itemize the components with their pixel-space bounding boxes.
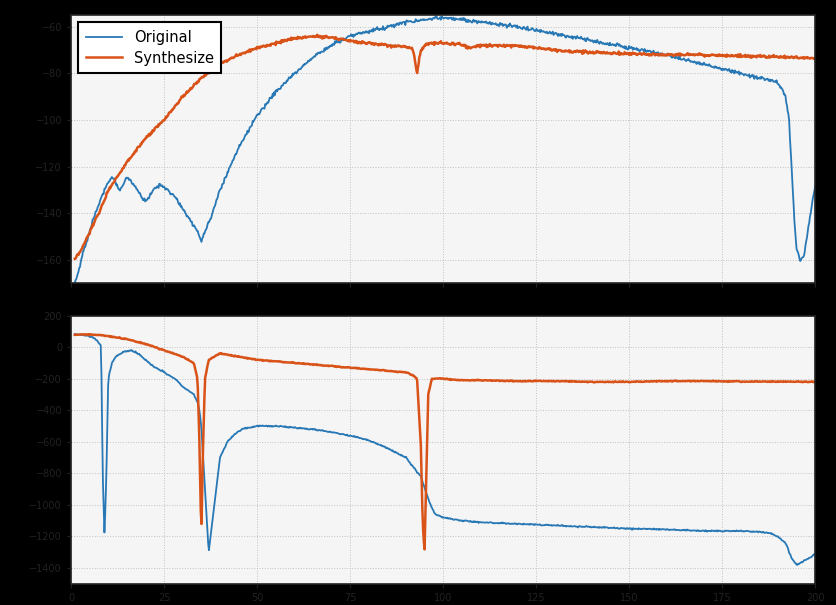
Synthesize: [145, 131, 155, 139]
Original: [648, 48, 658, 56]
Synthesize: [579, 50, 589, 57]
Legend: Original, Synthesize: Original, Synthesize: [79, 22, 221, 73]
Synthesize: [648, 50, 658, 57]
Original: [370, 27, 380, 34]
Line: Synthesize: Synthesize: [74, 35, 815, 259]
Synthesize: [69, 255, 79, 263]
Original: [145, 190, 155, 197]
Line: Original: Original: [74, 16, 815, 283]
Synthesize: [370, 40, 380, 47]
Original: [431, 12, 441, 19]
Original: [579, 36, 589, 44]
Original: [395, 19, 405, 27]
Synthesize: [661, 51, 671, 59]
Synthesize: [810, 55, 820, 62]
Synthesize: [312, 31, 322, 39]
Original: [810, 183, 820, 190]
Synthesize: [396, 44, 406, 51]
Original: [661, 51, 671, 59]
Original: [69, 280, 79, 287]
